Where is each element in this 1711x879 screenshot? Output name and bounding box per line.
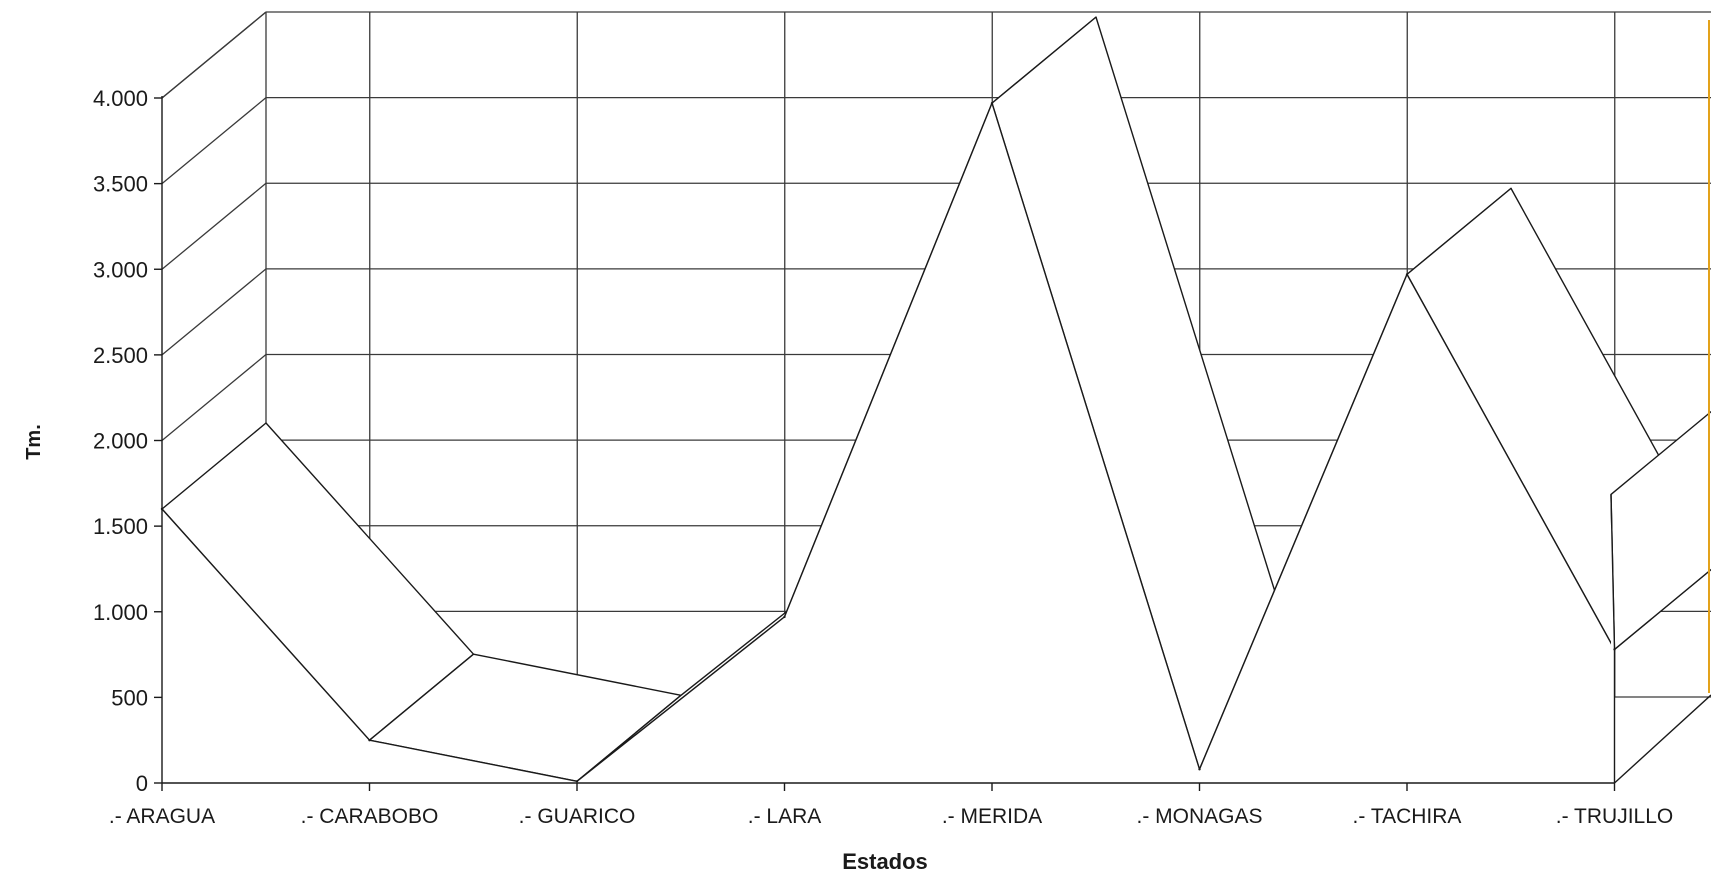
- x-tick-label: .- TRUJILLO: [1556, 805, 1673, 828]
- ribbon-fill: [1407, 274, 1615, 783]
- ribbon-fill: [1611, 494, 1615, 783]
- x-axis-title: Estados: [842, 849, 928, 874]
- series-line: [1610, 494, 1616, 650]
- x-tick-label: .- TACHIRA: [1353, 805, 1462, 828]
- x-tick-label: .- MERIDA: [942, 805, 1042, 828]
- x-tick-label: .- MONAGAS: [1136, 805, 1262, 828]
- tick-labels: 0 500 1.000 1.500 2.000 2.500 3.000 3.500 4.000.…: [93, 86, 1673, 828]
- y-tick-label: 2.000: [93, 429, 148, 454]
- data-point: [575, 780, 579, 783]
- gridline-side: [161, 182, 267, 270]
- y-tick-label: 1.000: [93, 600, 148, 625]
- gridline-side: [161, 353, 267, 442]
- y-axis-title: Tm.: [23, 424, 45, 460]
- side-wall-top-edge: [161, 11, 267, 99]
- y-tick-label: 500: [111, 685, 148, 710]
- data-point: [783, 615, 786, 619]
- y-tick-label: 4.000: [93, 86, 148, 111]
- ribbon-fill: [784, 103, 992, 783]
- series-line: [576, 616, 785, 782]
- series-line: [1198, 274, 1408, 770]
- x-tick-label: .- CARABOBO: [301, 805, 439, 828]
- ribbon-series: [160, 16, 1711, 784]
- ribbon-fill: [992, 103, 1200, 783]
- series-line: [161, 508, 371, 741]
- y-tick-label: 0: [136, 771, 148, 796]
- series-line: [991, 102, 1201, 770]
- x-tick-label: .- GUARICO: [519, 805, 636, 828]
- y-tick-label: 1.500: [93, 514, 148, 539]
- y-tick-label: 3.500: [93, 172, 148, 197]
- floor-edge: [1614, 694, 1711, 784]
- ribbon-fill: [162, 509, 370, 783]
- data-point: [1198, 768, 1201, 771]
- data-point: [1405, 273, 1409, 276]
- data-point: [990, 101, 994, 105]
- ribbon-fill: [1199, 274, 1407, 783]
- y-tick-label: 3.000: [93, 257, 148, 282]
- series-line: [1406, 274, 1616, 650]
- x-tick-label: .- ARAGUA: [109, 805, 215, 828]
- gridline-side: [161, 268, 267, 356]
- data-point: [368, 738, 371, 742]
- y-tick-label: 2.500: [93, 343, 148, 368]
- series-line: [783, 102, 993, 618]
- gridline-side: [161, 97, 267, 185]
- x-tick-label: .- LARA: [748, 805, 822, 828]
- series-line: [369, 739, 578, 782]
- axes: [154, 96, 1616, 791]
